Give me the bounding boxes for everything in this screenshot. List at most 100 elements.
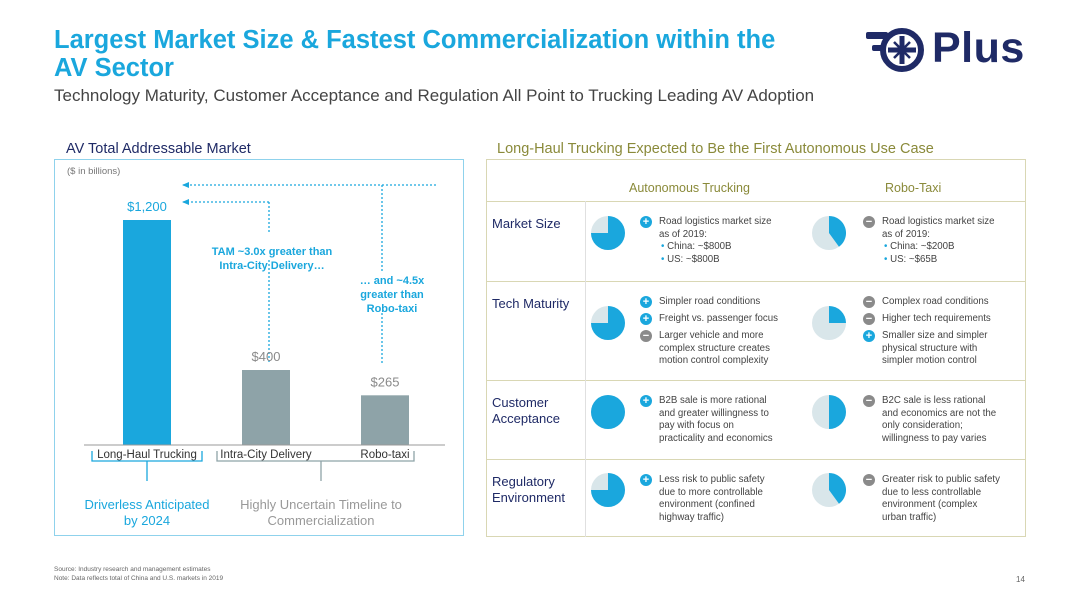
cell-line: and economics are not the — [882, 407, 997, 419]
annotation-vs-robotaxi: … and ~4.5x greater than Robo-taxi — [360, 275, 425, 315]
cell-line: practicality and economics — [659, 432, 773, 444]
cell-text: Freight vs. passenger focus — [659, 313, 778, 326]
cell-text: B2B sale is more rational and greater wil… — [659, 395, 773, 445]
cell-line: as of 2019: — [659, 228, 707, 240]
bar-value-label: $400 — [252, 349, 281, 364]
subbullet-text: US: ~$800B — [667, 253, 720, 265]
subbullet-text: US: ~$65B — [890, 253, 938, 265]
bar-2 — [361, 395, 409, 445]
cell-text: Greater risk to public safety due to less… — [882, 474, 1000, 524]
bullet-dot-icon: • — [661, 253, 668, 265]
cell-line: B2B sale is more rational — [659, 395, 767, 406]
cell-subbullet: • US: ~$65B — [882, 254, 995, 267]
plus-icon: + — [640, 474, 652, 486]
minus-icon: − — [863, 296, 875, 308]
harvey-ball-icon — [591, 473, 625, 512]
cell-subbullet: • China: ~$800B — [659, 241, 772, 254]
cell-line: Complex road conditions — [882, 296, 989, 307]
cell-line: environment (confined — [659, 499, 755, 511]
row-label-line: Market Size — [492, 216, 561, 231]
row-label-line: Tech Maturity — [492, 296, 570, 311]
cell-line: due to less controllable — [882, 486, 982, 498]
bar-value-label: $265 — [371, 374, 400, 389]
plus-icon: + — [640, 216, 652, 228]
column-divider — [585, 201, 586, 537]
cell-text: Simpler road conditions — [659, 296, 760, 309]
row-label-line: Regulatory — [492, 474, 555, 489]
cell-line: Road logistics market size — [659, 216, 772, 227]
source-note: Source: Industry research and management… — [54, 565, 223, 583]
bar-1 — [242, 370, 290, 445]
page-title: Largest Market Size & Fastest Commercial… — [54, 26, 776, 82]
footnote-line: by 2024 — [124, 513, 170, 528]
harvey-ball-icon — [812, 394, 846, 434]
annotation-line: Intra-City Delivery… — [219, 260, 324, 272]
plus-icon: + — [640, 296, 652, 308]
minus-icon: − — [863, 395, 875, 407]
row-label-line: Environment — [492, 490, 565, 505]
page-subtitle: Technology Maturity, Customer Acceptance… — [54, 86, 815, 105]
row-label-line: Customer — [492, 395, 549, 410]
cell-line: B2C sale is less rational — [882, 395, 986, 406]
row-label: Customer Acceptance — [492, 395, 560, 427]
cell-text: B2C sale is less rational and economics a… — [882, 395, 996, 445]
use-case-panel-title: Long-Haul Trucking Expected to Be the Fi… — [497, 141, 934, 157]
bullet-dot-icon: • — [884, 241, 891, 253]
plus-icon: + — [640, 395, 652, 407]
plus-logo: Plus — [864, 24, 1026, 76]
bullet-dot-icon: • — [661, 241, 668, 253]
category-label: Robo-taxi — [360, 449, 409, 461]
cell-line: Higher tech requirements — [882, 313, 991, 325]
cell-line: as of 2019: — [882, 228, 930, 240]
cell-text: Higher tech requirements — [882, 313, 991, 326]
cell-line: only consideration; — [882, 420, 963, 432]
cell-line: physical structure with — [882, 342, 978, 354]
row-divider — [486, 201, 1026, 202]
tam-unit-label: ($ in billions) — [67, 166, 121, 177]
cell-line: Road logistics market size — [882, 216, 995, 227]
tam-panel-title: AV Total Addressable Market — [64, 141, 253, 157]
harvey-ball-icon — [591, 394, 625, 434]
cell-line: due to more controllable — [659, 486, 763, 498]
minus-icon: − — [863, 474, 875, 486]
note-text: Note: Data reflects total of China and U… — [54, 575, 224, 582]
cell-line: motion control complexity — [659, 355, 769, 367]
cell-line: willingness to pay varies — [882, 432, 987, 444]
category-label: Intra-City Delivery — [220, 449, 312, 461]
subbullet-text: China: ~$200B — [890, 241, 955, 253]
row-divider — [486, 380, 1026, 381]
logo-text: Plus — [932, 24, 1025, 72]
cell-subbullet: • US: ~$800B — [659, 254, 772, 267]
annotation-line: Robo-taxi — [367, 303, 418, 315]
cell-line: simpler motion control — [882, 355, 977, 367]
cell-line: Simpler road conditions — [659, 296, 761, 307]
cell-subbullet: • China: ~$200B — [882, 241, 995, 254]
cell-line: complex structure creates — [659, 342, 770, 354]
annotation-arrowhead — [182, 199, 189, 205]
page-number: 14 — [1016, 575, 1025, 584]
harvey-ball-icon — [812, 473, 846, 512]
row-divider — [486, 281, 1026, 282]
row-label: Tech Maturity — [492, 296, 569, 312]
annotation-tam-vs-intracity: TAM ~3.0x greater than Intra-City Deliver… — [212, 246, 333, 272]
cell-text: Complex road conditions — [882, 296, 989, 309]
annotation-line: … and ~4.5x — [360, 275, 425, 287]
cell-line: highway traffic) — [659, 511, 724, 523]
bracket-trucking — [91, 451, 203, 481]
cell-text: Road logistics market size as of 2019: • C… — [882, 216, 995, 266]
tam-bar-chart: TAM ~3.0x greater than Intra-City Deliver… — [84, 182, 445, 528]
cell-line: Smaller size and simpler — [882, 330, 988, 342]
footnote-line: Highly Uncertain Timeline to — [240, 497, 402, 512]
cell-line: urban traffic) — [882, 511, 937, 523]
footnote-line: Commercialization — [268, 513, 375, 528]
cell-line: environment (complex — [882, 499, 978, 511]
row-label: Market Size — [492, 216, 561, 232]
cell-line: pay with focus on — [659, 420, 734, 432]
plus-icon: + — [640, 313, 652, 326]
cell-text: Smaller size and simpler physical structu… — [882, 330, 988, 368]
harvey-ball-icon — [591, 305, 625, 345]
plus-logo-icon — [866, 28, 924, 72]
cell-line: and greater willingness to — [659, 407, 769, 419]
col-header-trucking: Autonomous Trucking — [629, 181, 750, 195]
